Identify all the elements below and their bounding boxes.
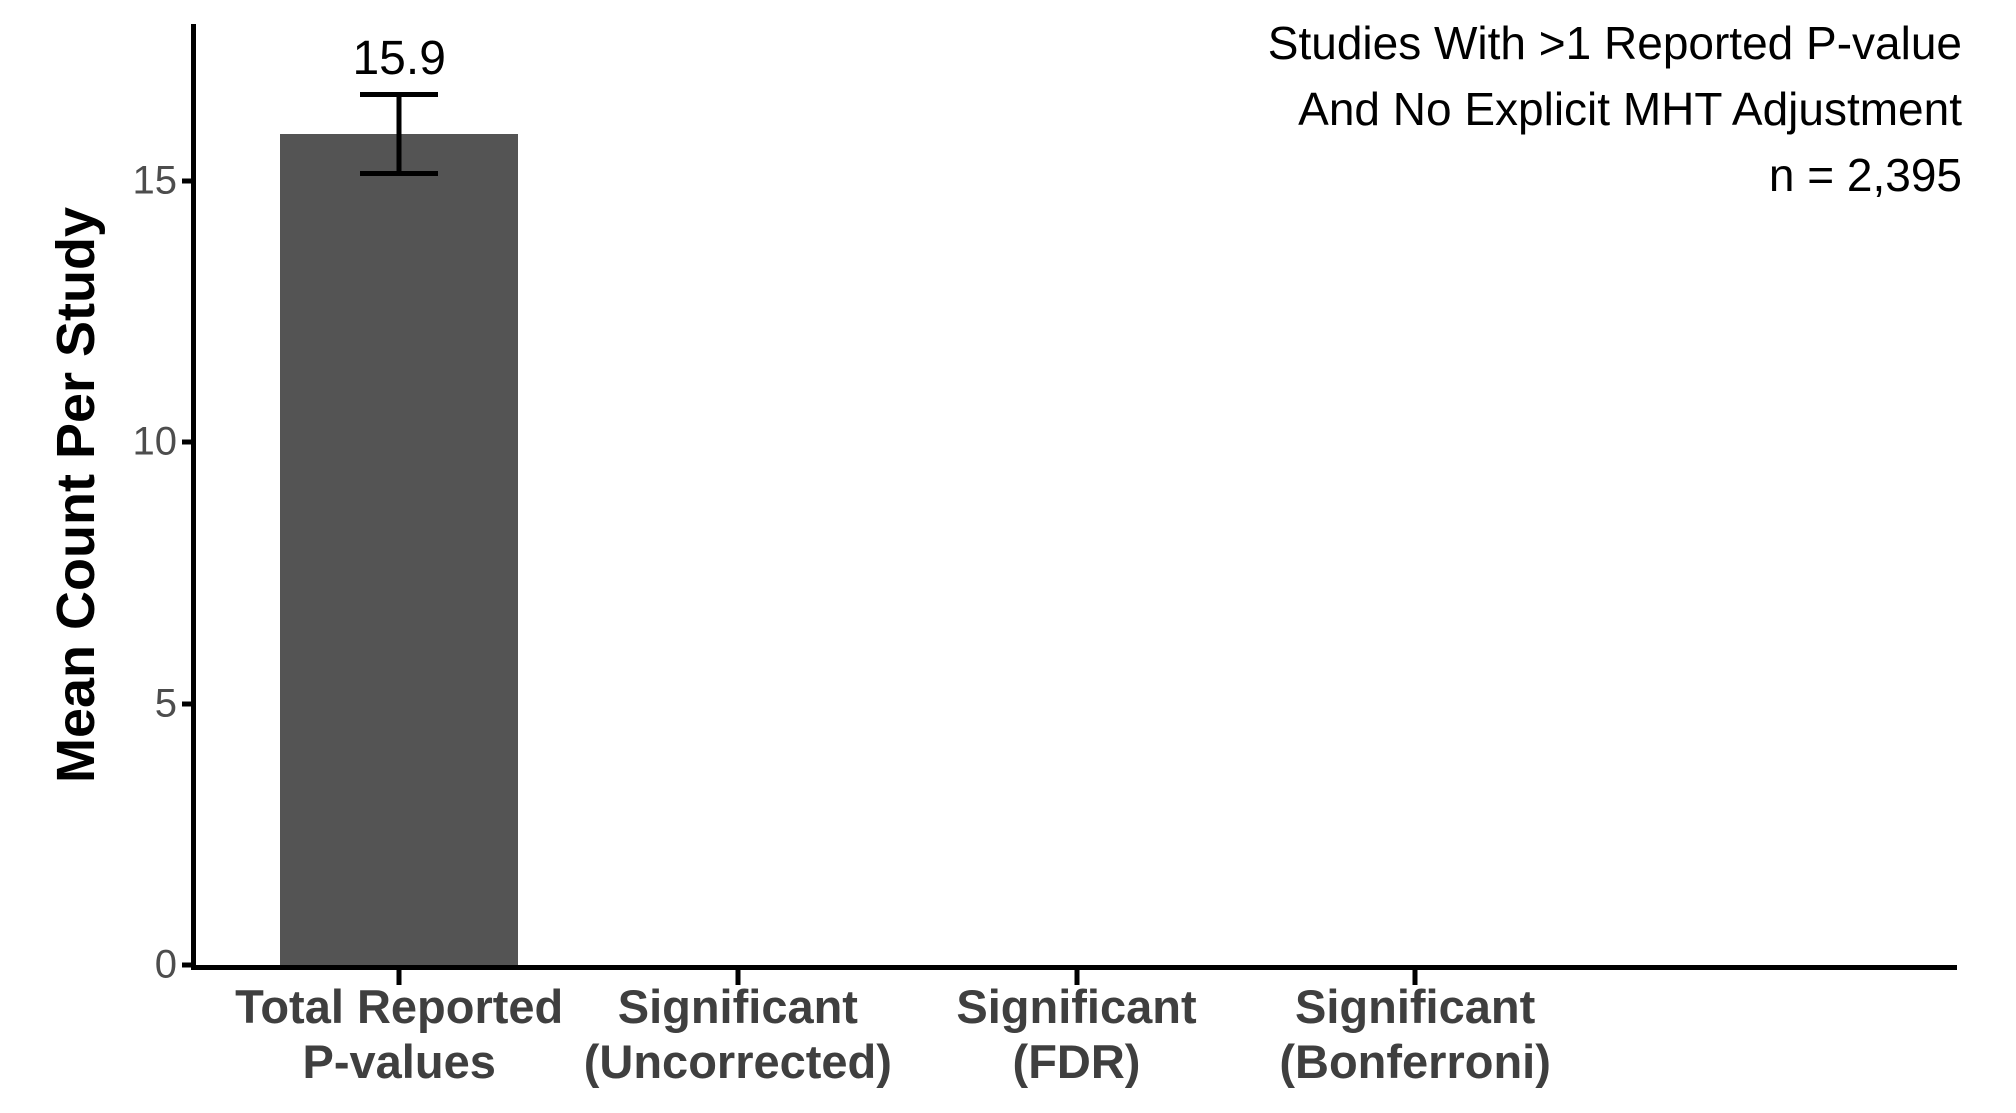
- x-tick-mark-fdr: [1074, 970, 1079, 985]
- error-bar: [360, 91, 439, 176]
- y-tick-mark: [182, 962, 196, 968]
- y-tick-mark: [182, 439, 196, 445]
- x-axis-line: [191, 965, 1957, 970]
- y-axis-line: [191, 24, 196, 970]
- annotation-line-1: Studies With >1 Reported P-value: [1267, 17, 1962, 69]
- bar-total-reported-pvalues: [280, 133, 519, 965]
- annotation-line-2: And No Explicit MHT Adjustment: [1298, 83, 1962, 135]
- bar-value-label: 15.9: [352, 31, 446, 85]
- y-tick-0: 0: [155, 943, 196, 988]
- y-tick-10: 10: [132, 419, 196, 465]
- chart-annotation: Studies With >1 Reported P-value And No …: [1268, 10, 1962, 208]
- y-tick-label-5: 5: [154, 681, 177, 726]
- y-tick-label-0: 0: [154, 942, 177, 987]
- y-axis-title: Mean Count Per Study: [46, 206, 106, 784]
- y-tick-5: 5: [155, 681, 196, 726]
- plot-area: 0 5 10 15 15.9: [133, 24, 1957, 987]
- x-axis-labels: Total Reported P-values Significant (Unc…: [196, 979, 1957, 1099]
- y-tick-label-10: 10: [132, 419, 178, 464]
- x-tick-mark-total-reported: [396, 970, 402, 985]
- x-tick-mark-uncorrected: [735, 970, 741, 985]
- x-tick-mark-bonferroni: [1412, 970, 1418, 985]
- y-tick-label-15: 15: [132, 158, 178, 203]
- y-tick-mark: [182, 178, 196, 184]
- error-bar-stem: [396, 91, 402, 176]
- y-tick-mark: [182, 701, 196, 707]
- annotation-line-3: n = 2,395: [1768, 149, 1962, 201]
- error-bar-bottom-cap: [360, 170, 439, 176]
- x-category-label-bonferroni: Significant (Bonferroni): [1279, 980, 1551, 1088]
- y-tick-15: 15: [132, 158, 196, 203]
- x-category-label-total-reported: Total Reported P-values: [235, 980, 564, 1088]
- x-category-label-fdr: Significant (FDR): [956, 980, 1197, 1088]
- x-category-label-uncorrected: Significant (Uncorrected): [583, 980, 892, 1088]
